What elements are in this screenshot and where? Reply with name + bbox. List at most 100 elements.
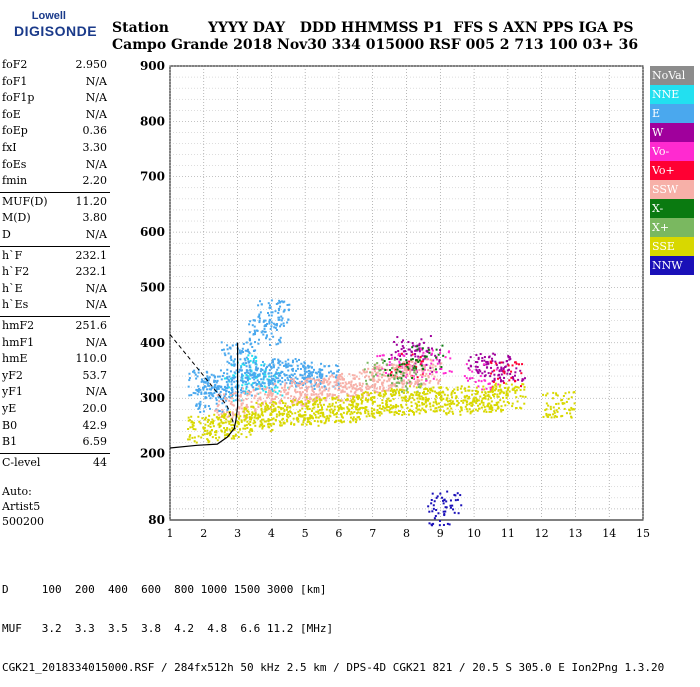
echo-mark — [244, 383, 247, 386]
echo-mark — [495, 385, 498, 388]
echo-mark — [327, 389, 330, 392]
echo-mark — [413, 398, 416, 401]
echo-mark — [255, 388, 258, 391]
echo-mark — [404, 350, 407, 353]
echo-mark — [448, 402, 451, 405]
echo-mark — [493, 377, 496, 380]
echo-mark — [492, 352, 495, 355]
echo-mark — [332, 372, 335, 375]
echo-mark — [348, 408, 351, 411]
echo-mark — [545, 402, 548, 405]
echo-mark — [226, 344, 229, 347]
echo-mark — [283, 409, 286, 412]
echo-mark — [380, 412, 383, 415]
echo-mark — [439, 492, 442, 495]
footer-distance: D 100 200 400 600 800 1000 1500 3000 [km… — [2, 583, 327, 596]
echo-mark — [521, 383, 524, 386]
echo-mark — [471, 400, 474, 403]
echo-mark — [431, 510, 434, 513]
echo-mark — [258, 415, 261, 418]
echo-mark — [430, 359, 433, 362]
y-tick-label: 600 — [140, 225, 165, 239]
echo-mark — [328, 387, 331, 390]
echo-mark — [299, 392, 302, 395]
echo-mark — [308, 420, 311, 423]
echo-mark — [277, 307, 280, 310]
echo-mark — [424, 396, 427, 399]
echo-mark — [268, 386, 271, 389]
echo-mark — [209, 430, 212, 433]
echo-mark — [371, 371, 374, 374]
echo-mark — [282, 389, 285, 392]
echo-mark — [278, 420, 281, 423]
echo-mark — [318, 398, 321, 401]
echo-mark — [197, 390, 200, 393]
echo-mark — [446, 388, 449, 391]
echo-mark — [287, 386, 290, 389]
echo-mark — [394, 393, 397, 396]
echo-mark — [268, 306, 271, 309]
echo-mark — [333, 408, 336, 411]
echo-mark — [248, 392, 251, 395]
echo-mark — [367, 375, 370, 378]
echo-mark — [400, 388, 403, 391]
echo-mark — [252, 389, 255, 392]
echo-mark — [335, 419, 338, 422]
echo-mark — [341, 382, 344, 385]
echo-mark — [443, 403, 446, 406]
echo-mark — [431, 349, 434, 352]
echo-mark — [309, 414, 312, 417]
echo-mark — [501, 369, 504, 372]
echo-mark — [275, 329, 278, 332]
echo-mark — [298, 415, 301, 418]
echo-mark — [340, 390, 343, 393]
echo-mark — [230, 392, 233, 395]
echo-mark — [385, 371, 388, 374]
echo-mark — [325, 419, 328, 422]
echo-mark — [314, 383, 317, 386]
echo-mark — [334, 384, 337, 387]
echo-mark — [331, 396, 334, 399]
echo-mark — [223, 427, 226, 430]
echo-mark — [372, 378, 375, 381]
echo-mark — [272, 410, 275, 413]
echo-mark — [402, 374, 405, 377]
echo-mark — [386, 368, 389, 371]
echo-mark — [388, 358, 391, 361]
echo-mark — [328, 364, 331, 367]
echo-mark — [451, 396, 454, 399]
echo-mark — [400, 363, 403, 366]
echo-mark — [257, 413, 260, 416]
echo-mark — [411, 346, 414, 349]
echo-mark — [392, 374, 395, 377]
echo-mark — [237, 431, 240, 434]
echo-mark — [464, 396, 467, 399]
echo-mark — [261, 423, 264, 426]
echo-mark — [239, 415, 242, 418]
echo-mark — [497, 401, 500, 404]
echo-mark — [378, 407, 381, 410]
echo-mark — [271, 360, 274, 363]
echo-mark — [474, 365, 477, 368]
echo-mark — [249, 423, 252, 426]
echo-mark — [489, 386, 492, 389]
echo-mark — [290, 423, 293, 426]
echo-mark — [285, 406, 288, 409]
echo-mark — [373, 363, 376, 366]
echo-mark — [335, 413, 338, 416]
echo-mark — [228, 375, 231, 378]
echo-mark — [320, 381, 323, 384]
echo-mark — [507, 402, 510, 405]
param-row: hmF1 N/A — [0, 336, 110, 352]
echo-mark — [569, 412, 572, 415]
echo-mark — [481, 372, 484, 375]
echo-mark — [224, 354, 227, 357]
echo-mark — [484, 392, 487, 395]
echo-mark — [249, 339, 252, 342]
echo-mark — [380, 407, 383, 410]
echo-mark — [353, 396, 356, 399]
param-key: hmF1 — [2, 335, 35, 349]
echo-mark — [402, 396, 405, 399]
echo-mark — [206, 420, 209, 423]
echo-mark — [562, 394, 565, 397]
